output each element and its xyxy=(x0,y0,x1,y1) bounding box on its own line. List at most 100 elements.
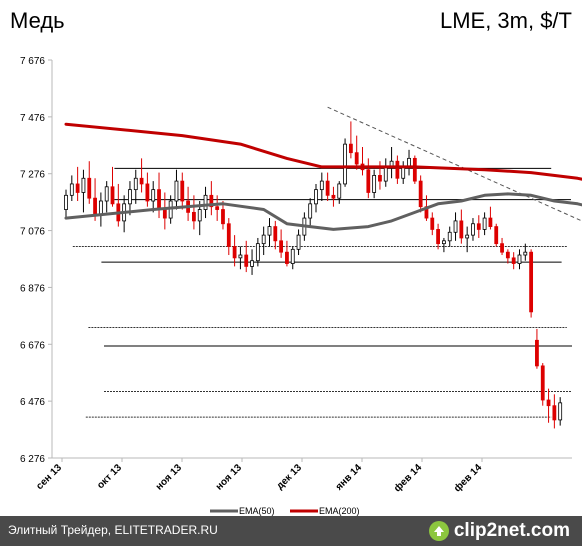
candle-body xyxy=(128,189,132,205)
candle-body xyxy=(395,160,400,179)
candle-body xyxy=(535,339,539,367)
y-tick-label: 6 276 xyxy=(20,454,45,465)
candle-body xyxy=(471,223,475,236)
candle-body xyxy=(267,226,272,236)
candle-body xyxy=(273,226,278,242)
candle-body xyxy=(110,186,115,205)
candle-body xyxy=(290,248,295,264)
legend-label: EMA(200) xyxy=(319,506,360,516)
candle-body xyxy=(139,177,144,185)
y-tick-label: 7 476 xyxy=(20,113,45,124)
y-tick-label: 7 676 xyxy=(20,56,45,67)
x-tick-label: ноя 13 xyxy=(214,462,245,493)
trendline-segment xyxy=(327,106,582,222)
candle-body xyxy=(546,399,551,407)
candle-body xyxy=(296,234,301,250)
candle-body xyxy=(494,226,499,245)
candle-body xyxy=(372,175,377,193)
x-tick-label: фев 14 xyxy=(391,461,424,494)
footer-caption: Элитный Трейдер, ELITETRADER.RU xyxy=(8,523,218,537)
candle-body xyxy=(331,194,336,199)
y-tick-labels: 7 676 7 476 7 276 7 076 6 876 6 676 6 476 6 276 xyxy=(20,56,52,465)
candle-body xyxy=(93,197,97,216)
candle-body xyxy=(517,254,522,264)
candle-body xyxy=(343,143,347,185)
candle-body xyxy=(488,217,493,227)
candle-body xyxy=(250,260,254,267)
x-tick-label: ноя 13 xyxy=(154,462,185,493)
candle-body xyxy=(285,251,289,264)
candle-body xyxy=(279,240,284,253)
candle-body xyxy=(500,243,504,253)
candle-body xyxy=(192,211,196,222)
candle-body xyxy=(133,177,138,191)
candle-body xyxy=(447,231,452,242)
candle-body xyxy=(378,175,382,182)
candle-body xyxy=(459,220,464,239)
candle-body xyxy=(104,186,109,202)
candle-body xyxy=(209,194,214,208)
candle-body xyxy=(81,177,86,193)
y-tick-label: 6 476 xyxy=(20,397,45,408)
candle-body xyxy=(412,157,417,182)
x-tick-label: окт 13 xyxy=(95,462,124,491)
y-tick-label: 7 276 xyxy=(20,170,45,181)
ema50-line xyxy=(64,192,582,231)
candle-body xyxy=(319,180,324,191)
candle-body xyxy=(430,217,435,230)
candle-body xyxy=(180,180,185,202)
candle-body xyxy=(69,183,74,196)
x-tick-label: сен 13 xyxy=(34,462,64,492)
candle-body xyxy=(226,223,231,247)
candle-body xyxy=(401,166,406,179)
chart-title: Медь xyxy=(10,8,65,33)
trendline xyxy=(327,106,582,222)
candle-body xyxy=(244,254,249,267)
candle-body xyxy=(552,405,557,421)
candle-body xyxy=(238,254,243,259)
x-tick-label: фев 14 xyxy=(451,461,484,494)
candle-body xyxy=(476,223,481,230)
candle-body xyxy=(354,152,359,165)
candle-body xyxy=(436,229,440,245)
clip2net-icon xyxy=(428,521,449,541)
x-tick-label: дек 13 xyxy=(275,462,305,492)
candle-body xyxy=(383,166,388,182)
candle-body xyxy=(197,209,202,222)
candle-body xyxy=(482,217,487,230)
candle-body xyxy=(314,189,318,205)
candle-body xyxy=(75,183,80,193)
candle-body xyxy=(465,234,470,239)
level-lines xyxy=(72,167,572,418)
y-tick-label: 7 076 xyxy=(20,227,45,238)
candle-body xyxy=(162,209,167,219)
candle-body xyxy=(261,234,266,245)
candle-body xyxy=(151,189,156,202)
candle-body xyxy=(558,402,563,421)
legend: EMA(50) EMA(200) xyxy=(210,506,360,516)
legend-label: EMA(50) xyxy=(239,506,275,516)
candle-body xyxy=(215,206,220,210)
candle-body xyxy=(87,177,92,199)
footer-bar: Элитный Трейдер, ELITETRADER.RU clip2net… xyxy=(0,516,582,546)
candle-body xyxy=(348,143,353,154)
clip2net-logo-text: clip2net.com xyxy=(453,520,570,541)
clip2net-logo: clip2net.com xyxy=(428,519,570,543)
candle-body xyxy=(255,243,260,262)
moving-averages xyxy=(64,122,582,231)
candle-body xyxy=(174,180,179,202)
candle-body xyxy=(505,251,510,259)
x-tick-labels: сен 13 окт 13 ноя 13 ноя 13 дек 13 янв 14 фев … xyxy=(34,458,484,494)
candle-body xyxy=(442,240,446,245)
candle-body xyxy=(529,251,534,313)
chart-subtitle: LME, 3m, $/T xyxy=(440,8,572,33)
candle-body xyxy=(540,365,545,401)
candle-body xyxy=(453,220,458,233)
candlesticks xyxy=(64,121,563,429)
candle-body xyxy=(203,194,208,210)
candle-body xyxy=(64,194,68,210)
candle-body xyxy=(337,183,342,199)
candle-body xyxy=(511,257,516,264)
y-tick-label: 6 676 xyxy=(20,340,45,351)
